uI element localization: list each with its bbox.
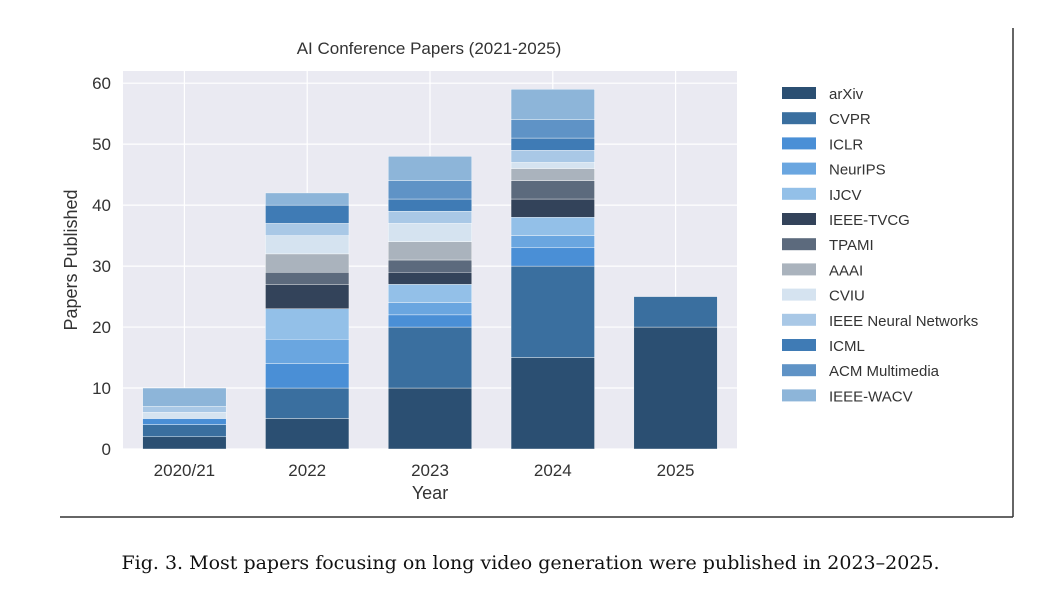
bar-segment: [510, 198, 595, 218]
bar-segment: [510, 168, 595, 181]
legend-swatch: [782, 112, 816, 125]
bar-segment: [388, 271, 472, 285]
y-tick-label: 20: [92, 318, 111, 337]
x-axis-label: Year: [412, 483, 448, 503]
legend-label: CVIU: [829, 288, 865, 305]
chart-title: AI Conference Papers (2021-2025): [297, 39, 562, 58]
legend-label: CVPR: [829, 111, 871, 128]
x-tick-label: 2025: [657, 461, 695, 480]
bar-segment: [510, 180, 595, 200]
bar-segment: [388, 198, 472, 212]
bar-segment: [265, 387, 350, 419]
bar-segment: [510, 150, 595, 163]
legend-swatch: [782, 137, 816, 150]
legend-swatch: [782, 313, 816, 326]
x-tick-label: 2024: [534, 461, 572, 480]
bar-segment: [265, 271, 350, 285]
legend: arXiv CVPR ICLR NeurIPS IJCV IEEE-TVCG TPAMI AA…: [782, 86, 978, 405]
legend-swatch: [782, 162, 816, 175]
x-tick-label: 2023: [411, 461, 449, 480]
bar-segment: [388, 180, 472, 200]
legend-label: IEEE-WACV: [829, 388, 913, 405]
bar-segment: [388, 259, 472, 273]
bars: [142, 89, 718, 450]
bar-segment: [633, 296, 718, 328]
x-tick-label: 2022: [288, 461, 326, 480]
bar-segment: [265, 284, 350, 309]
legend-swatch: [782, 389, 816, 402]
bar-segment: [265, 339, 350, 364]
bar-segment: [142, 418, 227, 425]
legend-label: IEEE-TVCG: [829, 212, 910, 229]
legend-label: IEEE Neural Networks: [829, 313, 978, 330]
y-tick-label: 60: [92, 74, 111, 93]
legend-swatch: [782, 213, 816, 225]
figure-caption: Fig. 3. Most papers focusing on long vid…: [121, 552, 940, 574]
bar-segment: [510, 235, 595, 249]
bar-segment: [388, 241, 472, 261]
bar-segment: [510, 89, 595, 120]
bar-segment: [388, 223, 472, 242]
y-tick-label: 40: [92, 196, 111, 215]
bar-segment: [510, 217, 595, 236]
bar-segment: [388, 211, 472, 224]
legend-swatch: [782, 263, 816, 276]
legend-label: IJCV: [829, 187, 862, 204]
legend-label: NeurIPS: [829, 162, 886, 179]
legend-swatch: [782, 364, 816, 377]
bar-segment: [633, 326, 718, 450]
bar-segment: [510, 265, 595, 358]
bar-segment: [388, 387, 472, 450]
legend-label: AAAI: [829, 262, 863, 279]
legend-swatch: [782, 339, 816, 351]
legend-label: TPAMI: [829, 237, 874, 254]
y-tick-label: 50: [92, 135, 111, 154]
bar-segment: [142, 424, 227, 438]
bar-segment: [388, 314, 472, 328]
x-tick-label: 2020/21: [154, 461, 215, 480]
bar-segment: [510, 357, 595, 450]
bar-segment: [510, 162, 595, 169]
bar-segment: [265, 308, 350, 340]
bar-segment: [265, 235, 350, 255]
bar-segment: [510, 247, 595, 267]
bar-segment: [265, 192, 350, 206]
bar-segment: [142, 406, 227, 413]
legend-label: ICML: [829, 338, 865, 355]
y-tick-label: 0: [102, 440, 111, 459]
bar-segment: [265, 253, 350, 273]
bar-segment: [265, 204, 350, 224]
bar-segment: [388, 156, 472, 181]
y-axis-label: Papers Published: [61, 189, 81, 330]
bar-segment: [388, 326, 472, 389]
bar-segment: [142, 387, 227, 407]
bar-segment: [265, 363, 350, 389]
y-tick-label: 10: [92, 379, 111, 398]
legend-label: ICLR: [829, 136, 863, 153]
bar-segment: [142, 436, 227, 450]
bar-segment: [510, 119, 595, 139]
legend-label: ACM Multimedia: [829, 363, 940, 380]
bar-segment: [265, 418, 350, 450]
bar-segment: [142, 412, 227, 419]
bar-segment: [265, 223, 350, 236]
bar-segment: [510, 137, 595, 151]
legend-swatch: [782, 238, 816, 251]
legend-label: arXiv: [829, 86, 864, 103]
x-axis-ticks: 2020/21 2022 2023 2024 2025: [154, 461, 695, 480]
y-axis-ticks: 0 10 20 30 40 50 60: [92, 74, 111, 459]
bar-segment: [388, 284, 472, 303]
legend-swatch: [782, 87, 816, 99]
legend-swatch: [782, 288, 816, 301]
y-tick-label: 30: [92, 257, 111, 276]
bar-segment: [388, 302, 472, 316]
legend-swatch: [782, 187, 816, 200]
